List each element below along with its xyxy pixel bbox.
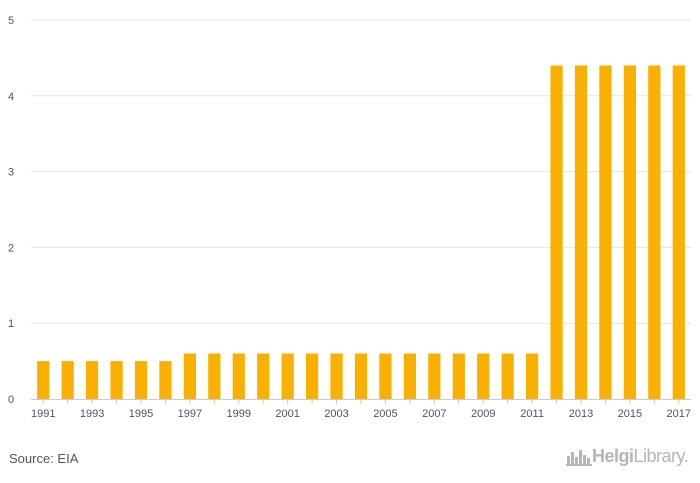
y-tick-label: 5: [8, 15, 14, 27]
x-tick-label: 2005: [373, 408, 397, 420]
bar: [61, 361, 74, 399]
x-tick-label: 2009: [471, 408, 495, 420]
bar: [208, 353, 221, 399]
x-tick-label: 1997: [178, 408, 202, 420]
bar: [232, 353, 245, 399]
bar: [86, 361, 99, 399]
bar: [330, 353, 343, 399]
x-tick-label: 1991: [31, 408, 55, 420]
bar-series: [37, 65, 685, 399]
bar: [574, 65, 588, 399]
logo-text: HelgiLibrary.: [592, 446, 689, 467]
y-tick-label: 3: [8, 167, 14, 179]
bar: [526, 353, 539, 399]
x-tick-label: 2017: [667, 408, 691, 420]
city-skyline-icon: [566, 449, 592, 466]
x-tick-label: 1995: [129, 408, 153, 420]
bar: [452, 353, 465, 399]
bar: [672, 65, 685, 399]
bar: [379, 353, 392, 399]
x-tick-label: 2001: [275, 408, 299, 420]
bar: [403, 353, 416, 399]
bar: [477, 353, 490, 399]
source-note: Source: EIA: [9, 451, 79, 466]
x-tick-label: 2003: [324, 408, 348, 420]
logo-suffix: Library.: [633, 446, 689, 466]
grid-lines: [31, 19, 691, 324]
bar: [550, 65, 563, 399]
bar: [623, 65, 636, 399]
bar: [257, 353, 270, 399]
x-axis: 1991 1993 1995 1997 1999 2001 2003 2005 2007 2009…: [31, 399, 691, 420]
x-tick-label: 2013: [569, 408, 593, 420]
bar: [501, 353, 514, 399]
x-tick-label: 2015: [618, 408, 642, 420]
y-axis-ticks: 0 1 2 3 4 5: [8, 15, 14, 406]
bar: [599, 65, 612, 399]
x-tick-label: 2007: [422, 408, 446, 420]
bar: [110, 361, 123, 399]
bar: [134, 361, 148, 399]
y-tick-label: 1: [8, 318, 14, 330]
y-tick-label: 4: [8, 91, 14, 103]
helgi-library-logo: HelgiLibrary.: [566, 446, 689, 467]
y-tick-label: 2: [8, 242, 14, 254]
bar: [428, 353, 441, 399]
logo-brand: Helgi: [592, 446, 634, 466]
bar: [37, 361, 50, 399]
bar: [648, 65, 661, 399]
bar: [281, 353, 294, 399]
bar: [183, 353, 196, 399]
x-tick-label: 2011: [520, 408, 544, 420]
bar: [306, 353, 319, 399]
x-tick-label: 1999: [227, 408, 251, 420]
bar: [159, 361, 172, 399]
bar: [354, 353, 368, 399]
x-tick-label: 1993: [80, 408, 104, 420]
y-tick-label: 0: [8, 394, 14, 406]
